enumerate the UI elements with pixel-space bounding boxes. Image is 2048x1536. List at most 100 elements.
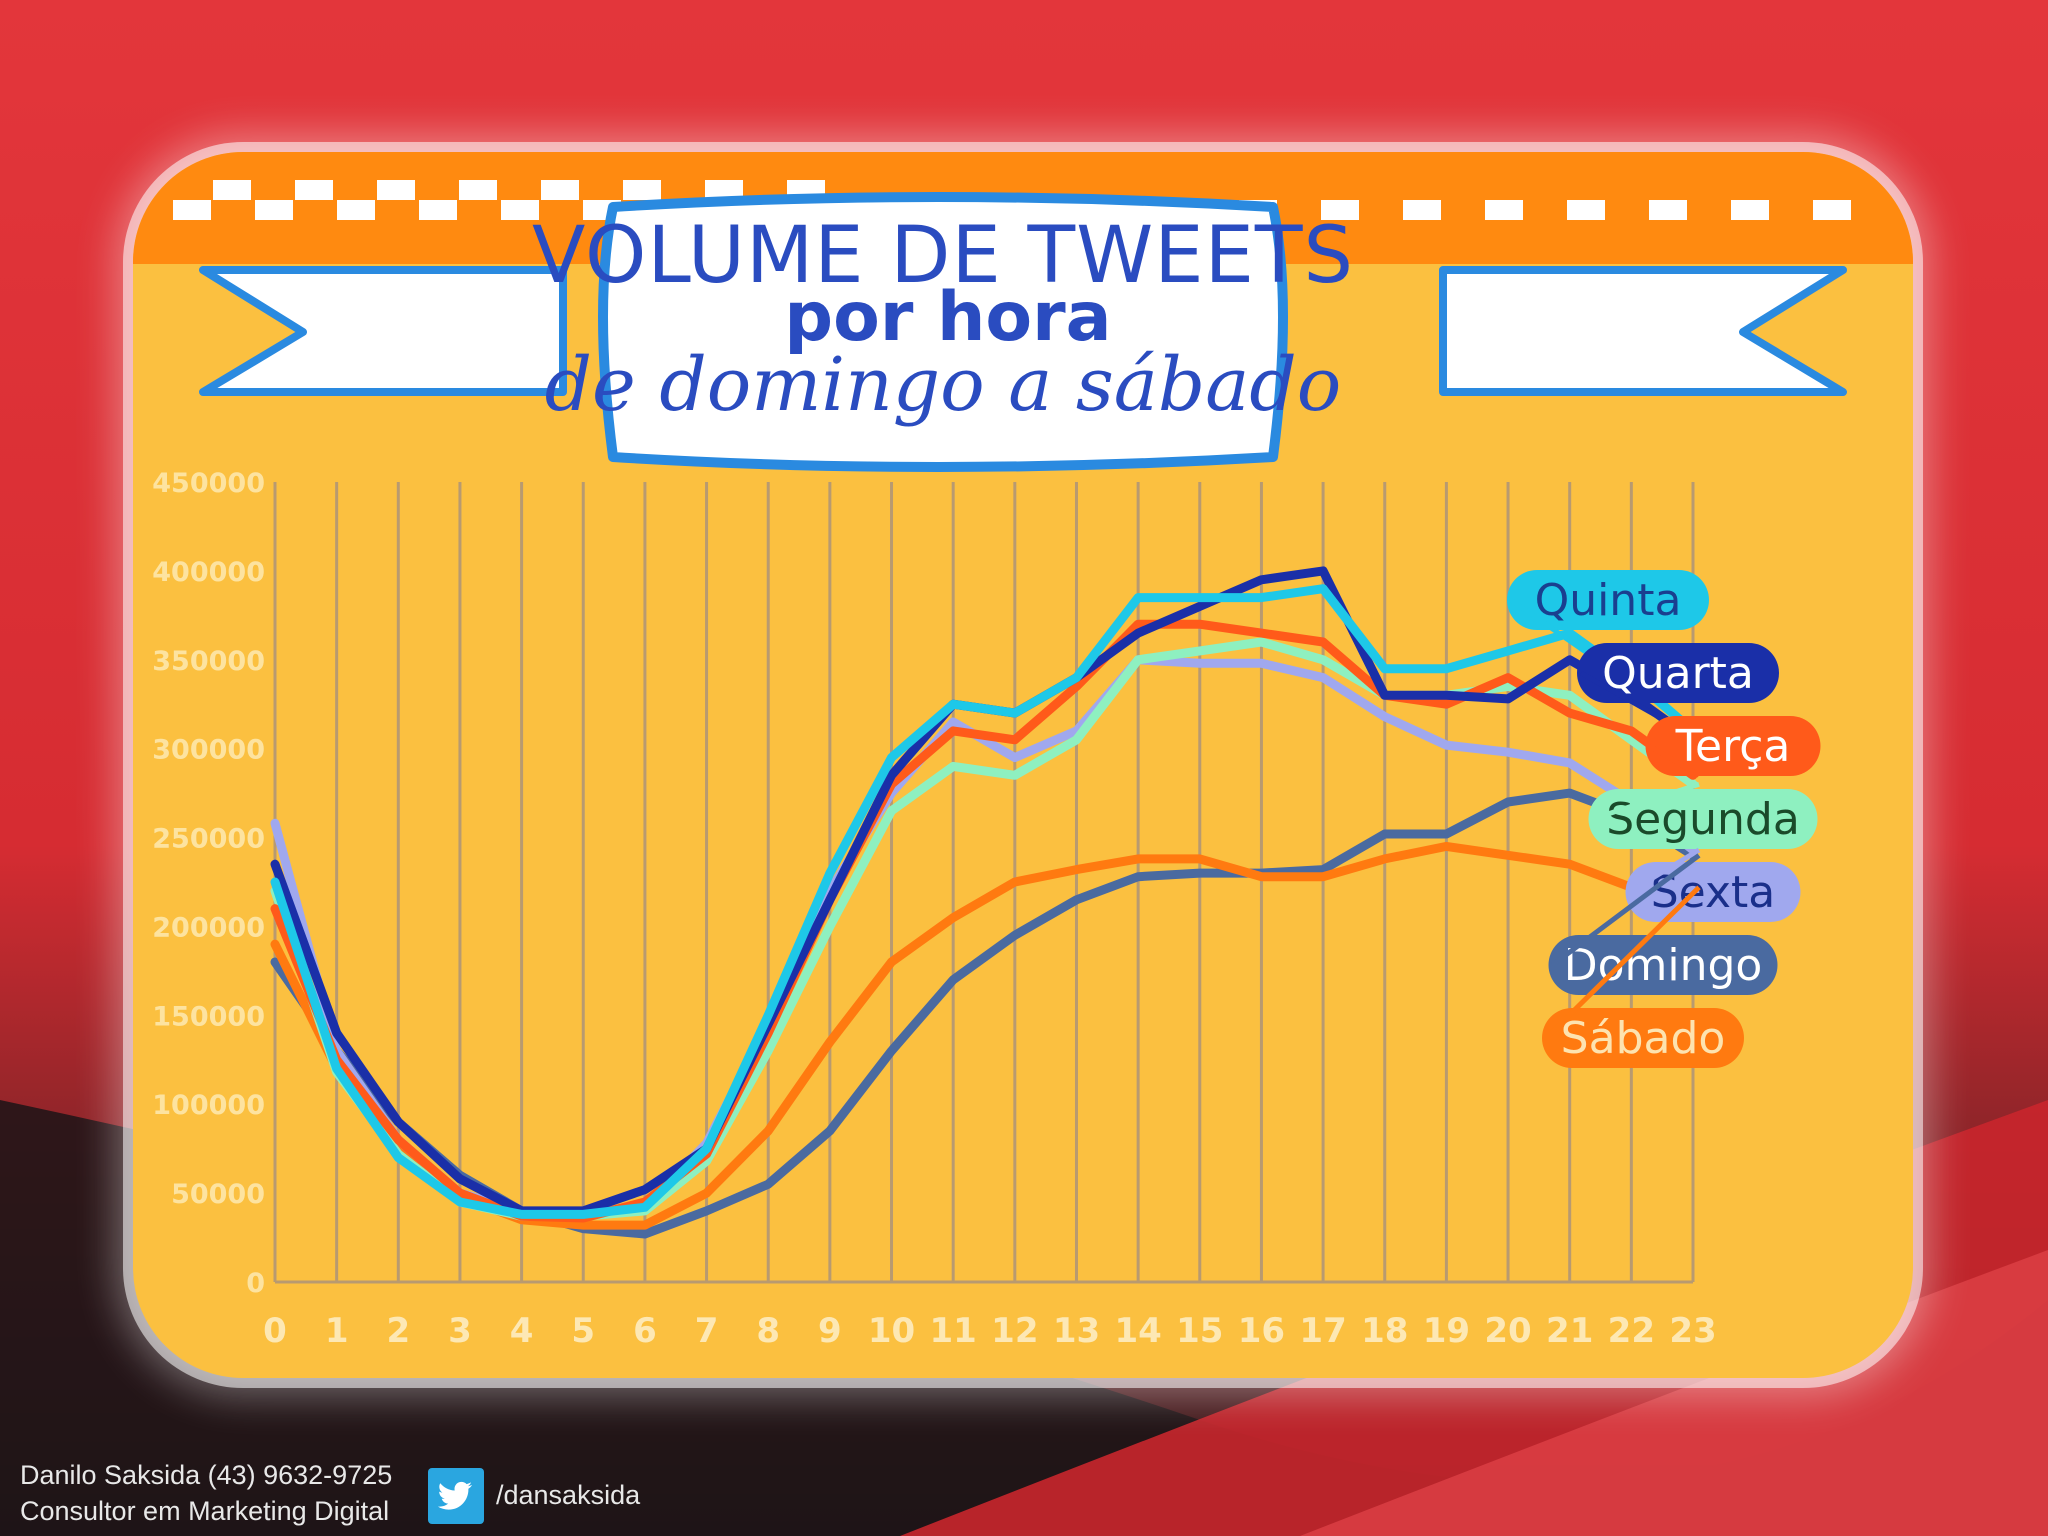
legend-label: Segunda	[1606, 794, 1800, 845]
y-tick-label: 0	[246, 1268, 265, 1299]
y-tick-label: 350000	[152, 646, 265, 677]
y-tick-label: 50000	[171, 1179, 265, 1210]
legend-pill	[1542, 1008, 1744, 1068]
checker-square	[623, 180, 661, 200]
checker-square	[295, 180, 333, 200]
series-lines	[270, 566, 1698, 1239]
checker-square	[1321, 200, 1359, 220]
x-tick-label: 14	[1114, 1311, 1161, 1351]
chart-subtitle-bold: por hora	[784, 278, 1111, 357]
legend-item-terça: Terça	[1645, 716, 1821, 778]
legend-connector	[1591, 781, 1700, 822]
legend-label: Sábado	[1561, 1013, 1726, 1064]
checker-square	[459, 180, 497, 200]
x-tick-label: 17	[1299, 1311, 1346, 1351]
x-tick-label: 3	[448, 1311, 472, 1351]
y-tick-label: 100000	[152, 1090, 265, 1121]
checker-square	[705, 180, 743, 200]
checker-square	[1403, 200, 1441, 220]
checker-square	[419, 200, 457, 220]
ribbon-left	[199, 266, 567, 396]
series-line-terça	[270, 619, 1698, 1223]
legend-item-quarta: Quarta	[1577, 643, 1779, 742]
x-tick-label: 5	[571, 1311, 595, 1351]
x-tick-label: 18	[1361, 1311, 1408, 1351]
chart-title: VOLUME DE TWEETS	[532, 211, 1354, 301]
checker-square	[1731, 200, 1769, 220]
x-tick-label: 11	[930, 1311, 977, 1351]
series-line-sábado	[270, 841, 1698, 1230]
y-tick-label: 150000	[152, 1001, 265, 1032]
legend-pill	[1577, 643, 1779, 703]
checker-square	[1813, 200, 1851, 220]
x-tick-label: 6	[633, 1311, 657, 1351]
y-axis-ticks: 450000 400000 350000 300000 250000 200000 1500…	[152, 468, 265, 1299]
y-tick-label: 200000	[152, 912, 265, 943]
legend-item-segunda: Segunda	[1588, 781, 1818, 849]
twitter-handle[interactable]: /dansaksida	[496, 1480, 641, 1510]
role-line: Consultor em Marketing Digital	[20, 1496, 390, 1526]
title-box	[598, 192, 1288, 472]
chart-subtitle-script: de domingo a sábado	[545, 342, 1342, 428]
legend-label: Quinta	[1535, 575, 1682, 626]
series-line-domingo	[270, 788, 1698, 1239]
legend-connector	[1551, 853, 1701, 968]
footer: Danilo Saksida (43) 9632-9725 Consultor …	[20, 1458, 1020, 1536]
checker-square	[337, 200, 375, 220]
legend-item-sábado: Sábado	[1542, 885, 1744, 1068]
x-tick-label: 22	[1608, 1311, 1655, 1351]
x-tick-label: 21	[1546, 1311, 1593, 1351]
x-tick-label: 2	[386, 1311, 410, 1351]
contact-line: Danilo Saksida (43) 9632-9725	[20, 1460, 393, 1490]
x-tick-label: 8	[756, 1311, 780, 1351]
x-tick-label: 20	[1484, 1311, 1531, 1351]
checker-square	[377, 180, 415, 200]
legend-pill	[1645, 716, 1821, 776]
legend-label: Terça	[1675, 721, 1791, 772]
y-tick-label: 300000	[152, 735, 265, 766]
checker-square	[255, 200, 293, 220]
series-line-segunda	[270, 637, 1698, 1221]
ribbon-right	[1439, 266, 1847, 396]
series-line-quinta	[270, 584, 1698, 1219]
x-tick-label: 0	[263, 1311, 287, 1351]
x-tick-label: 13	[1053, 1311, 1100, 1351]
legend-connector	[1628, 847, 1701, 895]
x-tick-label: 16	[1238, 1311, 1285, 1351]
legend-item-domingo: Domingo	[1548, 853, 1778, 995]
legend-connector	[1648, 743, 1701, 778]
x-axis-ticks: 0 1 2 3 4 5 6 7 8 9 10 11 12 13 14 15 16 17 18 19 20 21 22 23	[263, 1311, 1717, 1351]
checker-square	[541, 180, 579, 200]
checker-square	[173, 200, 211, 220]
x-tick-label: 15	[1176, 1311, 1223, 1351]
x-tick-label: 1	[325, 1311, 349, 1351]
checker-square	[1649, 200, 1687, 220]
legend-connector	[1544, 885, 1701, 1040]
legend-label: Quarta	[1602, 648, 1754, 699]
x-tick-label: 19	[1423, 1311, 1470, 1351]
y-tick-label: 450000	[152, 468, 265, 499]
chart-card: VOLUME DE TWEETS por hora de domingo a s…	[133, 152, 1913, 1378]
checker-square	[1485, 200, 1523, 220]
checker-square	[213, 180, 251, 200]
legend-item-sexta: Sexta	[1625, 847, 1801, 922]
x-tick-label: 9	[818, 1311, 842, 1351]
y-tick-label: 400000	[152, 557, 265, 588]
series-line-sexta	[270, 655, 1698, 1221]
checker-square	[501, 200, 539, 220]
legend-item-quinta: Quinta	[1507, 570, 1709, 733]
x-tick-label: 12	[991, 1311, 1038, 1351]
tweet-volume-chart: VOLUME DE TWEETS por hora de domingo a s…	[133, 152, 1913, 1351]
x-tick-label: 23	[1669, 1311, 1716, 1351]
legend-pill	[1507, 570, 1709, 630]
vertical-grid	[273, 482, 1695, 1284]
checker-square	[1567, 200, 1605, 220]
y-tick-label: 250000	[152, 824, 265, 855]
x-tick-label: 4	[510, 1311, 534, 1351]
x-tick-label: 10	[868, 1311, 915, 1351]
series-line-quarta	[270, 566, 1698, 1216]
x-tick-label: 7	[695, 1311, 719, 1351]
twitter-bird-icon[interactable]	[428, 1468, 484, 1524]
legend-label: Domingo	[1564, 940, 1763, 991]
